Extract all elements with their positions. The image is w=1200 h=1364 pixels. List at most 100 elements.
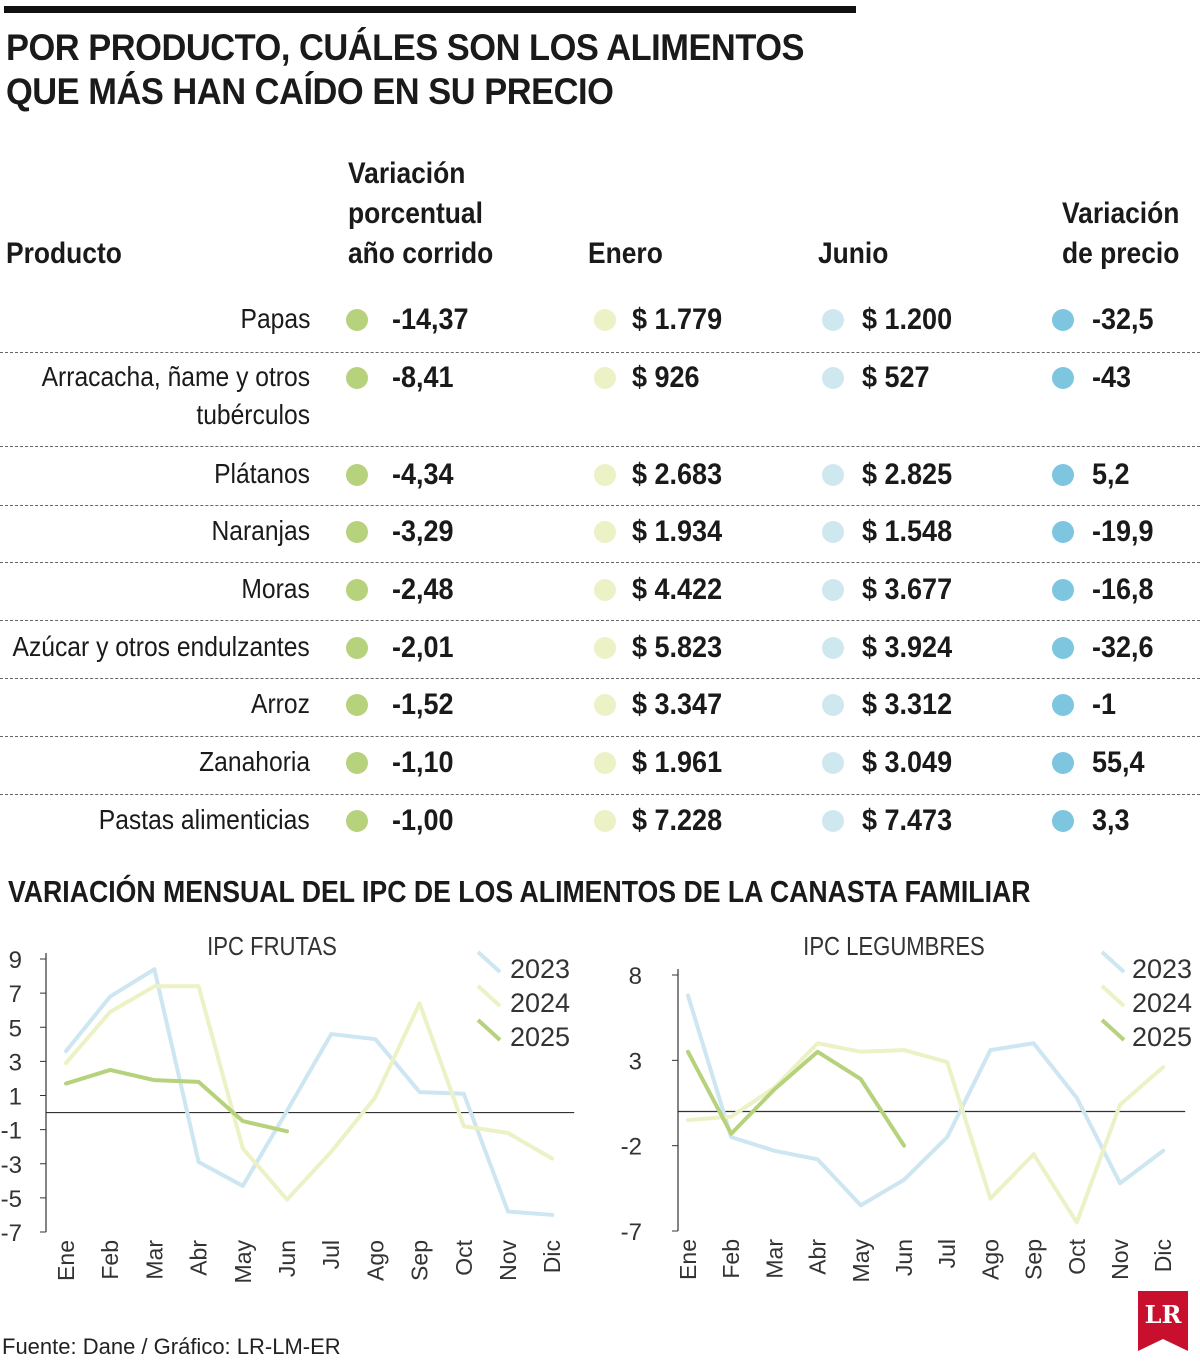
- chart-title: IPC LEGUMBRES: [803, 932, 985, 961]
- series-line-2025: [64, 1067, 289, 1134]
- x-tick-label: Jul: [318, 1240, 344, 1269]
- x-tick-label: Mar: [141, 1240, 167, 1280]
- junio-value: $ 527: [862, 361, 930, 394]
- product-name-line: Pastas alimenticias: [99, 804, 310, 835]
- variacion-dot: [346, 694, 368, 716]
- chart-section-title: VARIACIÓN MENSUAL DEL IPC DE LOS ALIMENT…: [8, 874, 1031, 909]
- junio-dot: [822, 521, 844, 543]
- chart-ipc-legumbres: IPC LEGUMBRES 8 3 -2 -7 Ene Feb Mar Abr May Jun Jul…: [621, 932, 1192, 1282]
- precio-dot: [1052, 309, 1074, 331]
- header-precio-line: Variación: [1062, 197, 1180, 230]
- header-variacion-line: porcentual: [348, 197, 483, 230]
- y-tick-label: -2: [621, 1134, 642, 1161]
- header-variacion-precio: Variación de precio: [1062, 194, 1179, 274]
- header-variacion-line: año corrido: [348, 237, 494, 270]
- legend-label: 2024: [1132, 988, 1192, 1018]
- product-name: Plátanos: [214, 455, 310, 493]
- row-separator: [0, 736, 1200, 737]
- enero-value: $ 1.934: [632, 515, 723, 548]
- precio-dot: [1052, 637, 1074, 659]
- legend-swatch-2024: [1100, 984, 1126, 1008]
- variacion-value: -2,01: [392, 631, 454, 664]
- y-tick-label: 5: [9, 1015, 22, 1042]
- legend-swatch-2025: [1100, 1018, 1126, 1042]
- junio-dot: [822, 810, 844, 832]
- junio-value: $ 1.548: [862, 515, 953, 548]
- variacion-dot: [346, 579, 368, 601]
- legend-label: 2025: [1132, 1022, 1192, 1052]
- legend-label: 2023: [510, 954, 570, 984]
- precio-dot: [1052, 367, 1074, 389]
- junio-value: $ 3.677: [862, 573, 953, 606]
- y-tick-label: 8: [629, 963, 642, 990]
- y-tick-label: 1: [9, 1084, 22, 1111]
- enero-value: $ 3.347: [632, 688, 723, 721]
- legend-swatch-2024: [476, 984, 502, 1008]
- x-tick-label: Jun: [274, 1240, 300, 1277]
- series-line-2023: [64, 967, 555, 1217]
- x-tick-label: Abr: [805, 1239, 831, 1275]
- source-note: Fuente: Dane / Gráfico: LR-LM-ER: [2, 1334, 341, 1359]
- y-tick-label: -5: [1, 1186, 22, 1213]
- chart-ipc-frutas: IPC FRUTAS 9 7 5 3 1 -1 -3 -5 -7 Ene Feb Mar Abr May Ju…: [1, 932, 575, 1284]
- variacion-dot: [346, 309, 368, 331]
- x-tick-label: Mar: [761, 1239, 787, 1279]
- product-name: Arracacha, ñame y otros tubérculos: [42, 358, 310, 434]
- row-separator: [0, 620, 1200, 621]
- variacion-value: -1,00: [392, 804, 454, 837]
- enero-dot: [594, 309, 616, 331]
- x-tick-label: Sep: [1021, 1239, 1047, 1280]
- junio-value: $ 2.825: [862, 458, 953, 491]
- product-name: Arroz: [251, 685, 310, 723]
- variacion-value: -14,37: [392, 303, 469, 336]
- series-line-2024: [686, 1041, 1166, 1225]
- product-name-line: Plátanos: [214, 458, 310, 489]
- enero-value: $ 2.683: [632, 458, 723, 491]
- enero-dot: [594, 810, 616, 832]
- y-tick-label: -7: [1, 1220, 22, 1247]
- junio-dot: [822, 367, 844, 389]
- enero-dot: [594, 367, 616, 389]
- precio-value: -19,9: [1092, 515, 1154, 548]
- product-name-line: Moras: [241, 573, 310, 604]
- precio-value: 55,4: [1092, 746, 1145, 779]
- precio-value: -1: [1092, 688, 1117, 721]
- product-name-line: Papas: [240, 303, 310, 334]
- legend-swatch-2023: [1100, 950, 1126, 974]
- row-separator: [0, 794, 1200, 795]
- header-variacion-line: Variación: [348, 157, 466, 190]
- junio-value: $ 3.924: [862, 631, 953, 664]
- x-tick-label: Ago: [362, 1240, 388, 1281]
- chart-title: IPC FRUTAS: [207, 932, 337, 961]
- top-rule: [4, 6, 856, 13]
- legend-label: 2023: [1132, 954, 1192, 984]
- enero-value: $ 1.779: [632, 303, 723, 336]
- product-name-line: Naranjas: [211, 515, 310, 546]
- variacion-dot: [346, 637, 368, 659]
- y-tick-label: -1: [1, 1118, 22, 1145]
- product-name: Azúcar y otros endulzantes: [13, 628, 310, 666]
- enero-dot: [594, 521, 616, 543]
- series-line-2024: [64, 984, 555, 1202]
- y-tick-label: 7: [9, 981, 22, 1008]
- x-tick-label: Abr: [186, 1240, 212, 1276]
- legend-swatch-2025: [476, 1018, 502, 1042]
- variacion-dot: [346, 464, 368, 486]
- row-separator: [0, 562, 1200, 563]
- x-tick-label: Dic: [1150, 1239, 1176, 1272]
- junio-dot: [822, 752, 844, 774]
- header-variacion-porcentual: Variación porcentual año corrido: [348, 154, 493, 274]
- page-title: POR PRODUCTO, CUÁLES SON LOS ALIMENTOS Q…: [6, 27, 805, 112]
- enero-dot: [594, 579, 616, 601]
- product-name: Moras: [242, 570, 310, 608]
- variacion-value: -1,52: [392, 688, 454, 721]
- row-separator: [0, 352, 1200, 353]
- product-name-line: Zanahoria: [199, 746, 310, 777]
- x-tick-label: Nov: [495, 1240, 521, 1281]
- x-tick-label: Feb: [97, 1240, 123, 1280]
- x-tick-label: Oct: [451, 1239, 477, 1275]
- precio-value: 5,2: [1092, 458, 1130, 491]
- x-tick-label: May: [230, 1240, 256, 1284]
- enero-value: $ 7.228: [632, 804, 723, 837]
- junio-value: $ 1.200: [862, 303, 953, 336]
